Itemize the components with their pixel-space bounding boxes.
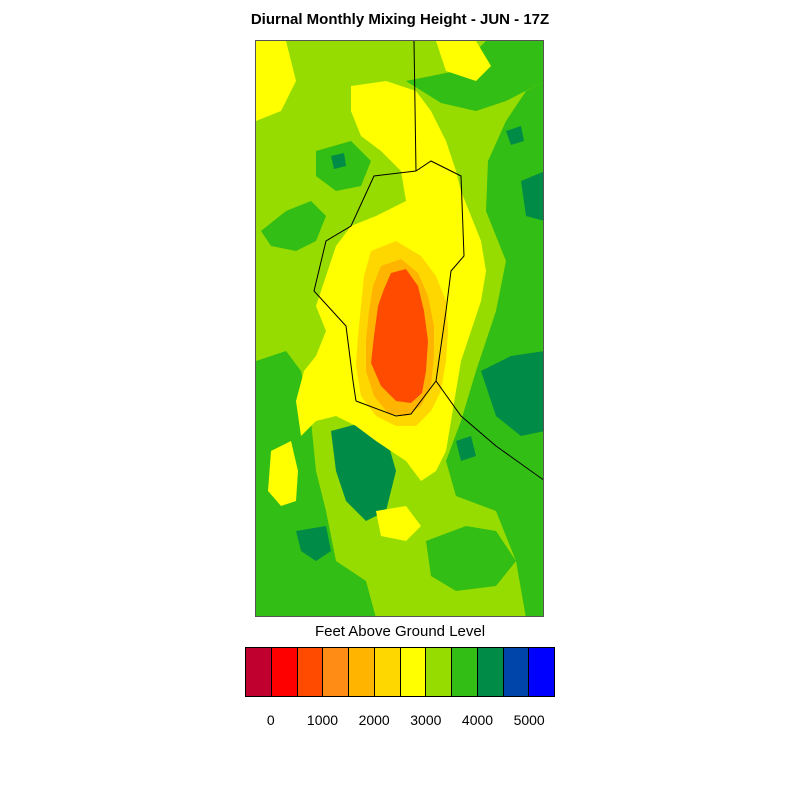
colorbar-tick-label: 2000 [358,712,390,728]
colorbar-swatch [477,648,504,696]
colorbar-title: Feet Above Ground Level [314,623,486,640]
colorbar-swatch [426,648,452,696]
region-1000-1500 [371,269,428,403]
colorbar-tick-label: 5000 [513,712,545,728]
colorbar-swatch [246,648,272,696]
map-title: Diurnal Monthly Mixing Height - JUN - 17… [250,11,550,28]
contour-map [255,40,544,617]
colorbar-swatch [271,648,298,696]
colorbar-swatch [503,648,530,696]
colorbar-swatch [349,648,375,696]
colorbar-tick-label: 4000 [461,712,494,728]
colorbar-tick-label: 0 [266,712,275,728]
colorbar-swatch [529,648,554,696]
colorbar-swatch [374,648,401,696]
colorbar-swatch [323,648,349,696]
colorbar-tick-label: 3000 [410,712,442,728]
colorbar-swatch [452,648,478,696]
colorbar [245,647,555,697]
colorbar-tick-label: 1000 [306,712,339,728]
colorbar-swatch [400,648,427,696]
colorbar-swatch [297,648,324,696]
state-boundary-lines [313,41,543,481]
region-4000-4500 [296,126,543,561]
